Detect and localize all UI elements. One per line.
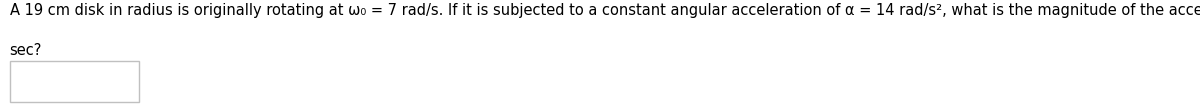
FancyBboxPatch shape — [10, 61, 139, 102]
Text: A 19 cm disk in radius is originally rotating at ω₀ = 7 rad/s. If it is subjecte: A 19 cm disk in radius is originally rot… — [10, 3, 1200, 18]
Text: sec?: sec? — [10, 43, 42, 58]
